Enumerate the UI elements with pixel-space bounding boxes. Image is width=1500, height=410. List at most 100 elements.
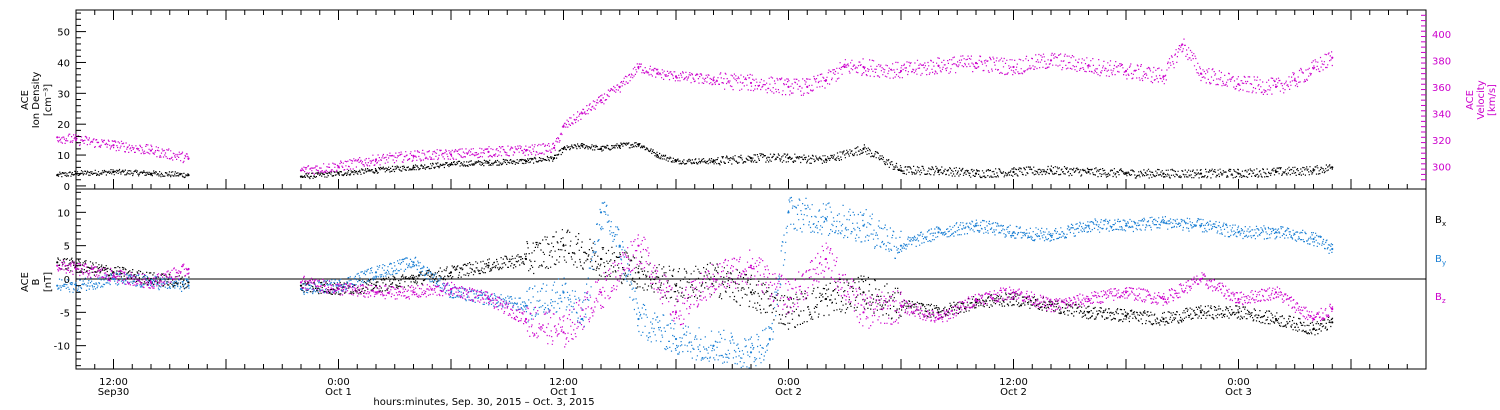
series-by-cloud	[57, 196, 1334, 369]
series-density-point	[618, 144, 621, 147]
density-tick-label: 30	[57, 89, 70, 100]
series-by-point	[562, 291, 565, 294]
series-velocity-point	[899, 69, 903, 73]
velocity-axis-label-line2: Velocity	[1476, 80, 1487, 119]
series-by-point	[412, 261, 415, 264]
legend-entry-bz: B	[1435, 292, 1442, 303]
density-axis-label-line3: [cm⁻³]	[43, 84, 54, 116]
series-by-point	[618, 244, 621, 247]
legend-entry-by-subscript: y	[1442, 259, 1446, 267]
series-bz-point	[712, 277, 715, 281]
series-density-point	[1012, 170, 1015, 174]
series-velocity-point	[1162, 75, 1165, 78]
series-by-point	[974, 224, 978, 227]
series-velocity-point	[449, 153, 453, 156]
series-bx-point	[562, 244, 565, 247]
b-tick-label: 5	[64, 242, 70, 253]
series-by-point	[56, 284, 59, 287]
series-bz-point	[187, 267, 190, 271]
series-bx-point	[524, 257, 528, 261]
density-tick-label: 0	[64, 182, 70, 193]
bottom-panel-points	[56, 196, 1334, 369]
x-tick-date-label: Oct 2	[775, 387, 802, 398]
series-bz-point	[412, 291, 415, 294]
series-velocity-point	[618, 85, 621, 89]
series-density-point	[749, 157, 753, 160]
series-velocity-point	[1274, 85, 1278, 89]
series-density-point	[1331, 166, 1334, 169]
series-density-point	[562, 147, 565, 150]
series-by-point	[599, 211, 603, 214]
series-bx-point	[1312, 327, 1315, 331]
series-velocity-point	[112, 144, 115, 147]
series-density-point	[412, 166, 415, 169]
velocity-tick-label: 380	[1432, 56, 1451, 67]
x-axis-title: hours:minutes, Sep. 30, 2015 – Oct. 3, 2…	[373, 397, 594, 408]
series-bz-point	[1012, 291, 1015, 294]
series-density-point	[1237, 172, 1240, 175]
series-by-point	[637, 317, 640, 321]
series-density-point	[149, 172, 153, 175]
x-tick-time-label: 0:00	[777, 377, 799, 388]
series-by-point	[1162, 221, 1165, 224]
series-density-point	[449, 163, 453, 166]
series-bz-point	[337, 287, 340, 291]
series-bz-point	[974, 297, 978, 301]
series-density-point	[899, 169, 903, 172]
series-velocity-point	[843, 65, 846, 69]
series-by-point	[1124, 224, 1128, 227]
velocity-tick-label: 400	[1432, 30, 1451, 41]
series-bz-point	[637, 244, 640, 247]
series-bx-cloud	[57, 229, 1334, 336]
series-bz-point	[562, 331, 565, 334]
x-tick-time-label: 12:00	[549, 377, 578, 388]
series-by-point	[1274, 231, 1278, 234]
series-bx-point	[674, 284, 678, 287]
series-velocity-point	[524, 149, 528, 152]
series-bz-point	[1331, 307, 1334, 311]
series-density-point	[1162, 172, 1165, 175]
top-panel-points	[56, 38, 1334, 180]
series-bz-point	[1087, 297, 1090, 301]
series-velocity-point	[1237, 83, 1240, 86]
b-field-axis-ticks: -10 -5 0 5 10	[54, 191, 86, 367]
series-velocity-point	[299, 169, 303, 172]
series-bx-point	[1237, 311, 1240, 314]
series-velocity-cloud	[57, 38, 1333, 175]
series-by-point	[899, 244, 903, 247]
series-by-point	[674, 337, 678, 341]
series-velocity-point	[74, 138, 78, 142]
series-velocity-point	[581, 112, 584, 115]
series-bz-point	[149, 281, 153, 284]
series-velocity-point	[337, 165, 340, 168]
series-velocity-point	[1087, 64, 1090, 67]
series-density-point	[937, 169, 940, 172]
density-axis-label-line1: ACE	[20, 90, 31, 110]
velocity-tick-label: 320	[1432, 136, 1451, 147]
series-bz-point	[787, 297, 790, 301]
series-density-point	[787, 157, 790, 160]
x-tick-time-label: 12:00	[999, 377, 1028, 388]
series-density-point	[299, 175, 303, 178]
series-velocity-point	[712, 79, 715, 82]
series-bz-point	[524, 317, 528, 321]
series-density-point	[824, 158, 828, 161]
series-by-point	[374, 271, 378, 274]
x-tick-time-label: 0:00	[1227, 377, 1249, 388]
series-by-point	[1199, 224, 1203, 227]
series-by-point	[1312, 237, 1315, 241]
series-velocity-point	[806, 85, 809, 89]
series-bz-point	[599, 291, 603, 294]
series-density-point	[1312, 169, 1315, 172]
series-by-point	[787, 211, 790, 214]
series-velocity-point	[824, 79, 828, 82]
series-by-point	[1087, 224, 1090, 227]
series-velocity-point	[974, 61, 978, 65]
x-tick-date-label: Oct 2	[1000, 387, 1027, 398]
series-velocity-point	[187, 157, 190, 160]
density-tick-label: 10	[57, 151, 70, 162]
series-bx-point	[974, 301, 978, 304]
